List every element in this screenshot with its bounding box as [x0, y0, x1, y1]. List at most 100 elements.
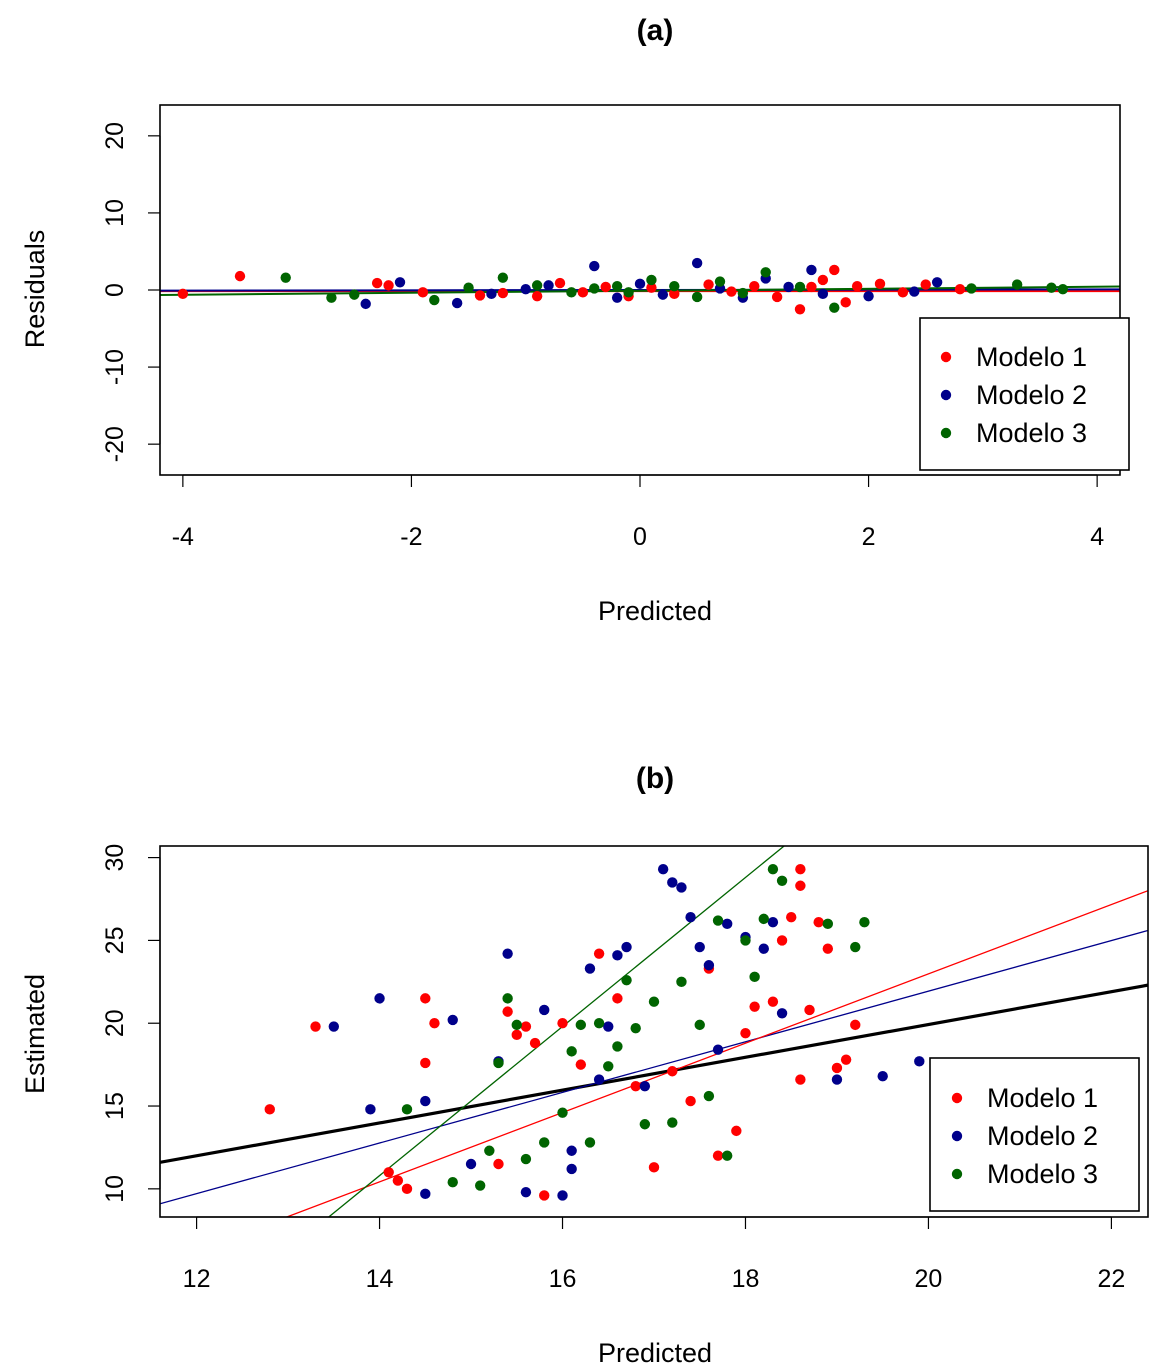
x-tick-label: 0	[633, 523, 647, 551]
data-point-series-1	[557, 1018, 568, 1029]
data-point-series-3	[621, 974, 632, 986]
data-point-series-1	[685, 1095, 696, 1107]
data-point-series-1	[575, 1059, 587, 1070]
data-point-series-3	[502, 993, 513, 1004]
chart-a-xlabel: Predicted	[598, 596, 712, 626]
data-point-series-3	[767, 863, 779, 875]
data-point-series-3	[712, 915, 724, 926]
data-point-series-3	[589, 283, 600, 294]
chart-b-plot-area: 12 14 16 18 20 22 10 15 20 25 30 Modelo 1 Modelo 2 Mo…	[101, 844, 1149, 1293]
data-point-series-3	[737, 287, 749, 299]
data-point-series-2	[831, 1074, 843, 1085]
data-point-series-3	[603, 1061, 614, 1072]
x-tick-label: 18	[732, 1265, 760, 1293]
data-point-series-1	[497, 287, 509, 299]
data-point-series-3	[639, 1119, 651, 1130]
chart-a-title: (a)	[637, 14, 674, 47]
data-point-series-2	[603, 1021, 614, 1032]
data-point-series-1	[795, 880, 806, 891]
data-point-series-3	[630, 1022, 641, 1034]
data-point-series-2	[758, 943, 769, 954]
plot-clip-group	[160, 257, 1120, 315]
data-point-series-3	[401, 1104, 413, 1115]
data-point-series-2	[667, 877, 678, 888]
data-point-series-1	[850, 1019, 861, 1031]
data-point-series-1	[831, 1062, 843, 1074]
y-tick-label: 20	[101, 122, 129, 150]
x-tick-label: 16	[549, 1265, 577, 1293]
data-point-series-3	[667, 1117, 678, 1128]
data-point-series-2	[593, 1074, 605, 1085]
data-point-series-3	[676, 976, 687, 988]
data-point-series-3	[749, 971, 760, 983]
data-point-series-2	[451, 297, 463, 309]
data-point-series-2	[657, 289, 669, 300]
data-point-series-3	[447, 1177, 458, 1188]
data-point-series-3	[493, 1057, 504, 1069]
data-point-series-1	[840, 1054, 852, 1065]
legend-label: Modelo 2	[987, 1121, 1098, 1151]
data-point-series-2	[909, 286, 920, 297]
legend-label: Modelo 1	[976, 342, 1087, 372]
data-point-series-3	[612, 1041, 623, 1052]
x-tick-label: 14	[366, 1265, 394, 1293]
data-point-series-3	[714, 276, 726, 287]
data-point-series-1	[794, 304, 806, 315]
data-point-series-1	[749, 280, 760, 292]
data-point-series-1	[383, 280, 394, 291]
data-point-series-1	[648, 1162, 660, 1173]
data-point-series-1	[776, 935, 788, 946]
data-point-series-2	[694, 941, 705, 953]
data-point-series-3	[566, 287, 577, 298]
y-tick-label: -20	[101, 426, 129, 462]
data-point-series-2	[863, 290, 874, 302]
data-point-series-3	[966, 283, 977, 294]
data-point-series-1	[703, 279, 714, 290]
data-point-series-1	[749, 1001, 760, 1012]
data-point-series-1	[493, 1158, 504, 1170]
data-point-series-1	[520, 1021, 532, 1032]
data-point-series-2	[621, 941, 632, 953]
data-point-series-2	[639, 1080, 651, 1092]
legend-box	[929, 1057, 1140, 1212]
data-point-series-2	[776, 1008, 788, 1019]
data-point-series-1	[429, 1018, 440, 1029]
data-point-series-1	[795, 863, 806, 875]
data-point-series-2	[584, 963, 596, 974]
plot-clip-group	[160, 846, 1148, 1217]
legend-marker	[940, 427, 952, 439]
data-point-series-1	[234, 270, 246, 282]
data-point-series-1	[669, 288, 680, 300]
fit-line-2	[284, 890, 1148, 1217]
data-point-series-3	[611, 280, 623, 292]
data-point-series-3	[691, 291, 703, 303]
x-tick-label: -4	[172, 523, 194, 551]
data-point-series-1	[420, 1057, 431, 1069]
data-point-series-2	[691, 257, 703, 269]
y-tick-label: 15	[101, 1092, 129, 1120]
data-point-series-3	[648, 996, 660, 1007]
data-point-series-1	[806, 281, 817, 293]
data-point-series-2	[817, 288, 829, 300]
data-point-series-1	[383, 1167, 394, 1178]
data-point-series-1	[874, 278, 886, 290]
data-point-series-1	[401, 1183, 413, 1195]
chart-b-xlabel: Predicted	[598, 1338, 712, 1368]
data-point-series-3	[859, 916, 870, 928]
data-point-series-2	[703, 960, 715, 971]
data-point-series-3	[497, 272, 509, 283]
data-point-series-2	[465, 1158, 477, 1170]
legend-label: Modelo 3	[987, 1159, 1098, 1189]
y-tick-label: 10	[101, 1175, 129, 1203]
data-point-series-3	[463, 282, 474, 293]
data-point-series-1	[511, 1029, 522, 1041]
data-point-series-2	[566, 1145, 577, 1156]
data-point-series-3	[721, 1150, 733, 1161]
data-point-series-2	[721, 918, 733, 930]
chart-b-title: (b)	[636, 762, 674, 795]
data-point-series-2	[566, 1163, 577, 1175]
data-point-series-1	[726, 286, 737, 297]
data-point-series-3	[822, 918, 834, 930]
x-tick-label: 20	[915, 1265, 943, 1293]
